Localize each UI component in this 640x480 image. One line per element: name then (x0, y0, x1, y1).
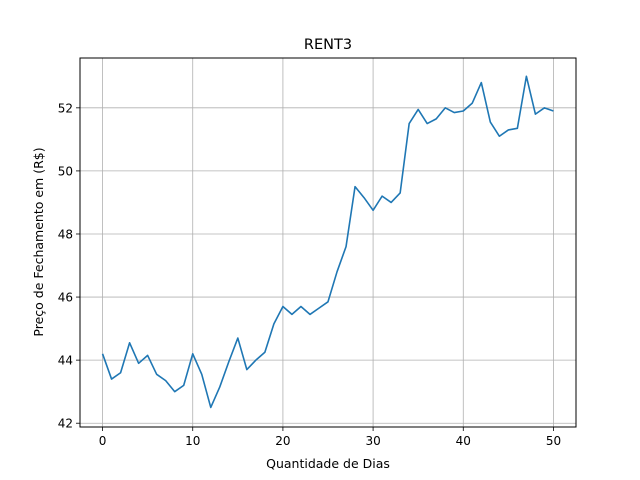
y-tick-label: 50 (58, 164, 73, 178)
plot-area (101, 75, 554, 409)
axes-frame (79, 57, 577, 428)
x-axis-label: Quantidade de Dias (266, 456, 390, 471)
x-tick-label: 0 (99, 434, 107, 448)
y-tick-label: 42 (58, 417, 73, 431)
x-tick-label: 50 (546, 434, 561, 448)
y-tick-label: 48 (58, 227, 73, 241)
x-tick-label: 20 (275, 434, 290, 448)
y-axis-label: Preço de Fechamento em (R$) (31, 147, 46, 336)
grid (80, 58, 576, 427)
x-tick-label: 40 (456, 434, 471, 448)
y-tick-label: 44 (58, 354, 73, 368)
y-tick-label: 52 (58, 101, 73, 115)
chart-title: RENT3 (304, 37, 352, 53)
series-line (101, 75, 554, 409)
x-tick-label: 10 (185, 434, 200, 448)
axis-ticks: 0 10 20 30 40 50 42 44 46 48 50 52 (58, 101, 561, 448)
x-tick-label: 30 (365, 434, 380, 448)
y-tick-label: 46 (58, 291, 73, 305)
